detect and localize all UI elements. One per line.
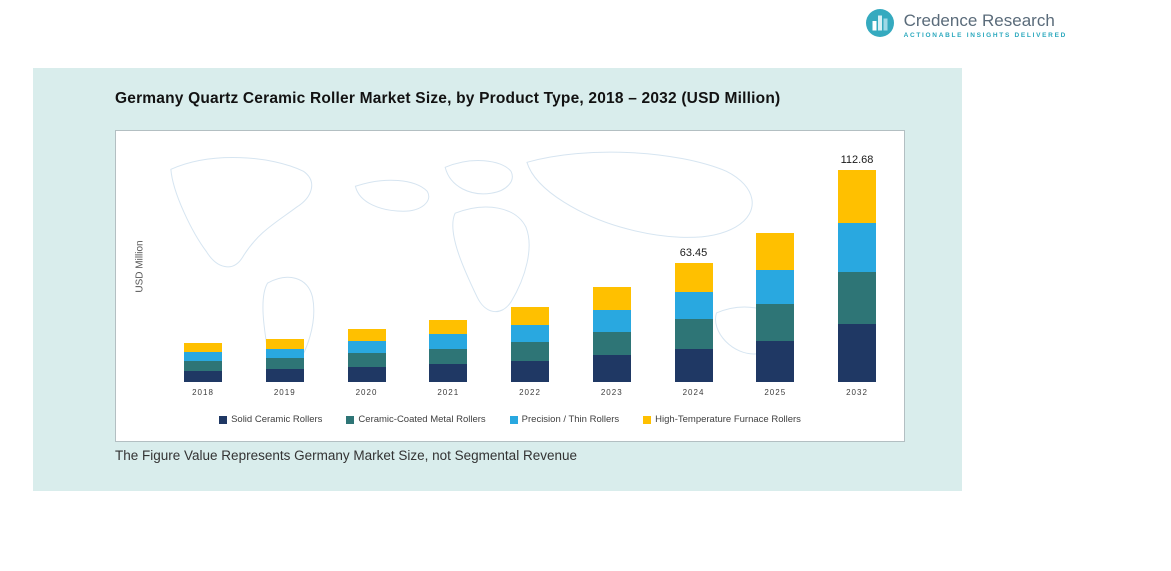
legend-swatch — [643, 415, 652, 424]
bar-segment — [674, 262, 713, 293]
x-axis-label: 2022 — [519, 388, 541, 397]
bar-value-label: 63.45 — [679, 246, 708, 259]
bar-column-2020: 2020 — [347, 328, 386, 397]
chart-plot-box: USD Million 2018 2019 2020 2021 2022 2023 63.4… — [115, 130, 905, 442]
bar-segment — [674, 292, 713, 320]
x-axis-label: 2019 — [273, 388, 296, 397]
bar-segment — [511, 342, 549, 361]
bar-segment — [838, 222, 876, 272]
bar-segment — [265, 369, 304, 382]
legend-item: Ceramic-Coated Metal Rollers — [346, 414, 486, 425]
bar-column-2032: 112.68 2032 — [838, 154, 876, 397]
bar-column-2022: 2022 — [511, 307, 549, 397]
bar-segment — [265, 358, 304, 370]
x-axis-label: 2025 — [764, 388, 787, 397]
bar-segment — [592, 310, 631, 332]
logo-tagline: Actionable Insights Delivered — [903, 32, 1067, 39]
bar-segment — [756, 341, 795, 382]
x-axis-label: 2032 — [846, 388, 868, 397]
bar-stack — [265, 338, 304, 382]
legend-swatch — [509, 415, 518, 424]
bar-segment — [511, 360, 549, 382]
bar-stack — [838, 169, 876, 382]
bar-segment — [756, 270, 795, 305]
bar-stack — [184, 343, 222, 382]
bar-column-2018: 2018 — [184, 343, 222, 397]
bar-stack — [511, 307, 549, 382]
bar-value-label: 112.68 — [840, 153, 874, 166]
x-axis-label: 2020 — [355, 388, 378, 397]
bar-segment — [347, 353, 386, 367]
bar-segment — [592, 287, 631, 311]
bar-segment — [265, 348, 304, 359]
bar-segment — [347, 328, 386, 342]
bar-segment — [511, 307, 549, 326]
legend-label: High-Temperature Furnace Rollers — [655, 414, 801, 425]
x-axis-label: 2018 — [192, 388, 214, 397]
legend-item: Solid Ceramic Rollers — [219, 414, 322, 425]
legend-swatch — [219, 415, 228, 424]
chart-legend: Solid Ceramic Rollers Ceramic-Coated Meta… — [116, 414, 904, 425]
x-axis-label: 2023 — [600, 388, 623, 397]
y-axis-label: USD Million — [134, 240, 146, 293]
bar-segment — [756, 233, 795, 271]
bar-segment — [429, 334, 468, 349]
bar-segment — [265, 338, 304, 349]
bar-segment — [184, 360, 222, 371]
bars-area: 2018 2019 2020 2021 2022 2023 63.45 2024 2025 112… — [184, 154, 876, 397]
bar-segment — [429, 319, 468, 335]
bar-column-2023: 2023 — [592, 287, 631, 397]
bar-segment — [674, 348, 713, 382]
chart-panel: Germany Quartz Ceramic Roller Market Siz… — [33, 68, 962, 491]
bar-stack — [429, 319, 468, 382]
legend-item: High-Temperature Furnace Rollers — [643, 414, 801, 425]
credence-logo-icon — [865, 8, 895, 43]
bar-stack — [674, 262, 713, 382]
bar-segment — [592, 331, 631, 356]
bar-stack — [347, 328, 386, 382]
legend-label: Solid Ceramic Rollers — [231, 414, 323, 425]
bar-column-2025: 2025 — [756, 233, 795, 397]
bar-segment — [184, 352, 222, 361]
bar-segment — [674, 319, 713, 349]
bar-segment — [756, 304, 795, 342]
bar-segment — [184, 343, 222, 353]
legend-label: Ceramic-Coated Metal Rollers — [358, 414, 486, 425]
bar-stack — [592, 287, 631, 382]
bar-segment — [347, 341, 386, 354]
credence-research-logo: Credence Research Actionable Insights De… — [865, 8, 1067, 43]
legend-swatch — [346, 415, 355, 424]
x-axis-label: 2024 — [682, 388, 705, 397]
bar-segment — [838, 169, 876, 223]
bar-segment — [429, 364, 468, 382]
bar-segment — [347, 366, 386, 382]
x-axis-label: 2021 — [437, 388, 460, 397]
bar-stack — [756, 233, 795, 382]
figure-footnote: The Figure Value Represents Germany Mark… — [115, 448, 577, 463]
logo-name: Credence Research — [903, 11, 1055, 30]
bar-column-2019: 2019 — [265, 338, 304, 397]
legend-label: Precision / Thin Rollers — [521, 414, 620, 425]
bar-segment — [838, 271, 876, 325]
bar-column-2021: 2021 — [429, 319, 468, 397]
bar-column-2024: 63.45 2024 — [674, 246, 713, 397]
legend-item: Precision / Thin Rollers — [509, 414, 620, 425]
bar-segment — [838, 324, 876, 382]
bar-segment — [511, 325, 549, 343]
chart-title: Germany Quartz Ceramic Roller Market Siz… — [115, 90, 781, 107]
bar-segment — [429, 348, 468, 365]
bar-segment — [184, 370, 222, 382]
bar-segment — [592, 355, 631, 382]
logo-text: Credence Research Actionable Insights De… — [904, 12, 1067, 39]
